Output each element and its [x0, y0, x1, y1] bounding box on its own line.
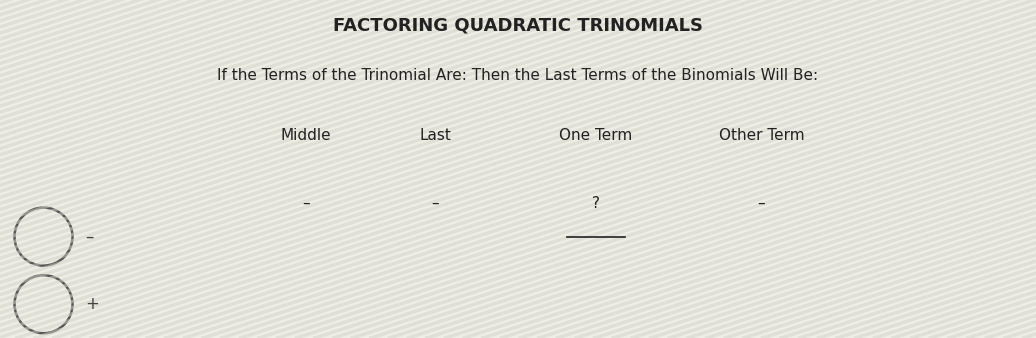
Text: ?: ? — [592, 196, 600, 211]
Text: If the Terms of the Trinomial Are: Then the Last Terms of the Binomials Will Be:: If the Terms of the Trinomial Are: Then … — [218, 68, 818, 82]
Text: –: – — [431, 196, 439, 211]
Text: Last: Last — [420, 128, 451, 143]
Text: Middle: Middle — [281, 128, 330, 143]
Text: –: – — [85, 227, 93, 246]
Text: FACTORING QUADRATIC TRINOMIALS: FACTORING QUADRATIC TRINOMIALS — [333, 17, 703, 35]
Text: Other Term: Other Term — [719, 128, 804, 143]
Text: One Term: One Term — [559, 128, 632, 143]
Text: –: – — [301, 196, 310, 211]
Text: –: – — [757, 196, 766, 211]
Text: +: + — [85, 295, 98, 313]
